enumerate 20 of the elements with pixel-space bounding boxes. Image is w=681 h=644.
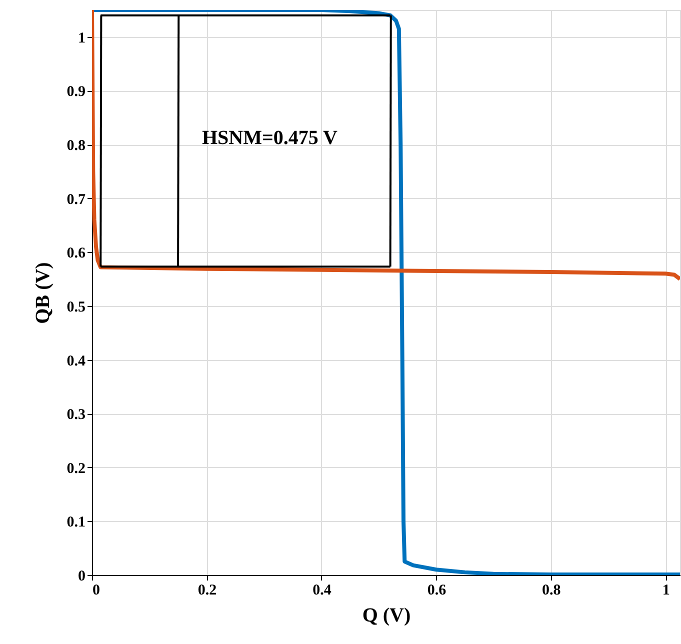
x-tick-label: 0.8 bbox=[542, 582, 561, 598]
y-tick-label: 0.8 bbox=[66, 138, 86, 154]
x-tick-label: 0.4 bbox=[312, 582, 332, 598]
y-tick-label: 0.2 bbox=[66, 460, 86, 477]
y-tick-label: 0.9 bbox=[66, 84, 86, 100]
y-tick-label: 0.5 bbox=[66, 299, 86, 316]
y-tick-label: 0.4 bbox=[66, 353, 86, 370]
x-tick-label: 0 bbox=[92, 582, 100, 598]
x-tick-label: 1 bbox=[662, 582, 670, 598]
y-tick-label: 0.7 bbox=[66, 192, 86, 208]
y-tick-label: 0.6 bbox=[66, 246, 86, 262]
x-tick-label: 0.6 bbox=[427, 582, 447, 598]
y-tick-label: 0.3 bbox=[66, 407, 86, 424]
y-axis-title: QB (V) bbox=[32, 262, 54, 324]
y-tick-label: 0 bbox=[78, 568, 86, 584]
x-tick-label: 0.2 bbox=[198, 582, 217, 598]
x-axis-title: Q (V) bbox=[362, 604, 411, 626]
annotation: HSNM=0.475 V bbox=[202, 127, 338, 149]
y-tick-label: 1 bbox=[78, 30, 86, 46]
y-tick-label: 0.1 bbox=[66, 514, 86, 531]
